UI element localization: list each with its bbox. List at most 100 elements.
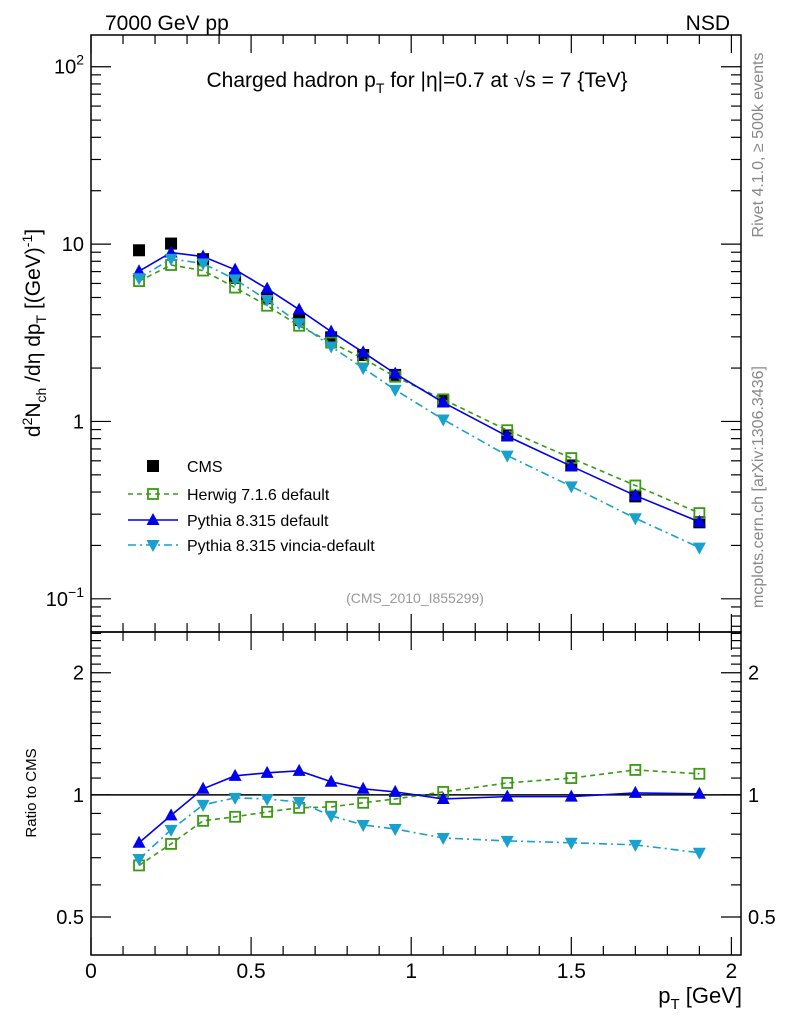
chart-title: Charged hadron pT for |η|=0.7 at √s = 7 … bbox=[207, 69, 628, 96]
legend-item-pythia: Pythia 8.315 default bbox=[128, 513, 329, 530]
source-label: mcplots.cern.ch [arXiv:1306.3436] bbox=[750, 366, 767, 608]
vincia-main-point bbox=[388, 384, 402, 397]
pythia-main-point bbox=[292, 302, 306, 315]
vincia-main-point bbox=[436, 414, 450, 427]
herwig-ratio-line bbox=[138, 769, 700, 867]
vincia-ratio-point bbox=[164, 824, 178, 837]
series-herwig bbox=[133, 259, 706, 872]
ratio-tick-label: 2 bbox=[73, 663, 84, 685]
pythia-ratio-point bbox=[500, 789, 514, 802]
ratio-tick-label-right: 2 bbox=[748, 663, 759, 685]
pythia-main-point bbox=[228, 262, 242, 275]
series-vincia bbox=[132, 253, 706, 866]
pythia-ratio-point bbox=[628, 785, 642, 798]
pythia-ratio-point bbox=[164, 808, 178, 821]
pythia-ratio-line bbox=[138, 770, 700, 844]
legend-label: Pythia 8.315 default bbox=[187, 513, 329, 530]
pythia-main-point bbox=[388, 366, 402, 379]
x-tick-label: 0.5 bbox=[236, 960, 265, 983]
pythia-ratio-point bbox=[436, 791, 450, 804]
pythia-main-point bbox=[132, 264, 146, 277]
pythia-main-point bbox=[356, 345, 370, 358]
herwig-ratio-point bbox=[501, 777, 514, 789]
pythia-main-point bbox=[436, 395, 450, 408]
x-tick-label: 0 bbox=[85, 960, 97, 983]
cms-main-point bbox=[133, 244, 146, 257]
vincia-ratio-point bbox=[132, 853, 146, 866]
pythia-main-point bbox=[196, 249, 210, 262]
pythia-main-point bbox=[692, 514, 706, 527]
pythia-ratio-point bbox=[564, 789, 578, 802]
vincia-main-point bbox=[260, 295, 274, 308]
process-label: NSD bbox=[686, 12, 730, 35]
vincia-ratio-point bbox=[692, 847, 706, 860]
vincia-main-point bbox=[324, 341, 338, 354]
y-tick-label: 10−1 bbox=[46, 584, 84, 611]
ratio-tick-label: 1 bbox=[73, 785, 84, 807]
x-tick-label: 2 bbox=[726, 960, 738, 983]
y-tick-label: 102 bbox=[54, 52, 84, 79]
vincia-main-point bbox=[292, 318, 306, 331]
herwig-main-line bbox=[138, 264, 700, 514]
pythia-ratio-point bbox=[356, 781, 370, 794]
pythia-main-point bbox=[500, 429, 514, 442]
pythia-ratio-point bbox=[692, 786, 706, 799]
vincia-ratio-line bbox=[138, 797, 700, 860]
vincia-main-line bbox=[138, 258, 700, 549]
ratio-tick-label-right: 0.5 bbox=[748, 907, 776, 929]
x-tick-label: 1 bbox=[405, 960, 417, 983]
vincia-ratio-point bbox=[356, 819, 370, 832]
pythia-main-point bbox=[324, 324, 338, 337]
pythia-ratio-point bbox=[228, 768, 242, 781]
series-layer bbox=[132, 237, 706, 872]
pythia-ratio-point bbox=[388, 784, 402, 797]
vincia-ratio-point bbox=[564, 837, 578, 850]
legend-item-vincia: Pythia 8.315 vincia-default bbox=[128, 538, 375, 555]
pythia-ratio-point bbox=[260, 765, 274, 778]
x-axis-label: pT [GeV] bbox=[658, 983, 742, 1013]
legend-item-herwig: Herwig 7.1.6 default bbox=[128, 487, 330, 504]
vincia-main-point bbox=[500, 450, 514, 463]
vincia-main-point bbox=[628, 513, 642, 526]
herwig-ratio-point bbox=[357, 796, 370, 809]
herwig-ratio-point bbox=[165, 838, 177, 850]
ratio-tick-label: 0.5 bbox=[56, 907, 84, 929]
vincia-ratio-point bbox=[196, 799, 210, 812]
legend-label: Herwig 7.1.6 default bbox=[187, 487, 330, 504]
vincia-ratio-point bbox=[260, 793, 274, 806]
legend-marker-filled-square bbox=[147, 460, 159, 472]
pythia-ratio-point bbox=[196, 781, 210, 794]
herwig-ratio-point bbox=[565, 772, 578, 784]
pythia-main-point bbox=[628, 488, 642, 501]
pythia-main-point bbox=[564, 459, 578, 472]
vincia-main-point bbox=[692, 542, 706, 555]
y-axis-label: d2Nch /dη dpT [(GeV)-1] bbox=[19, 229, 49, 437]
axis-ticks: 0 0.5 1 1.5 2 102 10 1 10−1 2 2 1 1 0.5 0.5 bbox=[46, 35, 776, 983]
pythia-main-line bbox=[138, 251, 700, 523]
herwig-ratio-point bbox=[261, 805, 274, 818]
vincia-main-point bbox=[564, 481, 578, 494]
vincia-ratio-point bbox=[228, 792, 242, 805]
x-tick-label: 1.5 bbox=[557, 960, 586, 983]
vincia-ratio-point bbox=[436, 832, 450, 845]
series-cms bbox=[133, 237, 706, 529]
legend-label: CMS bbox=[187, 459, 223, 476]
vincia-ratio-point bbox=[500, 835, 514, 848]
y-tick-label: 1 bbox=[73, 411, 84, 433]
ratio-tick-label-right: 1 bbox=[748, 785, 759, 807]
herwig-ratio-point bbox=[629, 764, 642, 776]
vincia-main-point bbox=[356, 363, 370, 376]
cms-main-point bbox=[165, 237, 178, 250]
pythia-ratio-point bbox=[324, 774, 338, 787]
legend-marker-triangle-up bbox=[146, 513, 160, 525]
ratio-y-axis-label: Ratio to CMS bbox=[23, 748, 40, 837]
pythia-ratio-point bbox=[292, 763, 306, 776]
vincia-main-point bbox=[228, 274, 242, 287]
ratio-panel-frame bbox=[90, 631, 742, 956]
herwig-ratio-point bbox=[197, 814, 209, 827]
vincia-ratio-point bbox=[628, 839, 642, 852]
rivet-version-label: Rivet 4.1.0, ≥ 500k events bbox=[750, 53, 767, 238]
pythia-ratio-point bbox=[132, 835, 146, 848]
legend-marker-triangle-down bbox=[146, 540, 160, 552]
